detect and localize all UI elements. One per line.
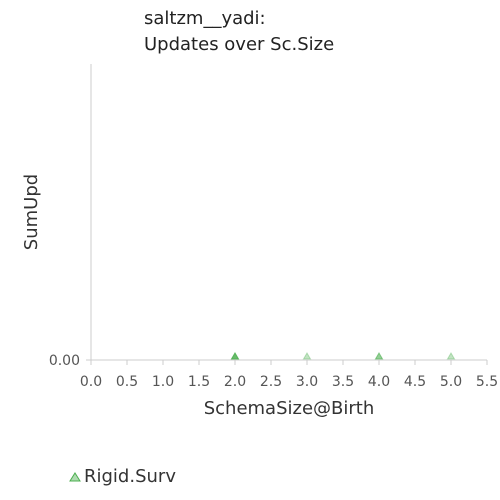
legend: Rigid.Surv	[68, 466, 176, 487]
x-tick-label: 2.0	[224, 374, 246, 390]
x-tick-label: 0.0	[80, 374, 102, 390]
data-point	[446, 352, 456, 360]
y-tick-label: 0.00	[49, 353, 80, 369]
x-tick-label: 1.0	[152, 374, 174, 390]
y-ticks: 0.00	[49, 353, 91, 369]
x-tick-label: 0.5	[116, 374, 138, 390]
chart-title-line-2: Updates over Sc.Size	[144, 34, 334, 55]
x-tick-label: 1.5	[188, 374, 210, 390]
x-tick-label: 5.0	[440, 374, 462, 390]
chart-title-line-1: saltzm__yadi:	[144, 8, 266, 29]
x-axis-label: SchemaSize@Birth	[204, 398, 375, 419]
x-tick-label: 3.5	[332, 374, 354, 390]
x-tick-label: 5.5	[476, 374, 498, 390]
data-point	[302, 352, 312, 360]
x-tick-label: 4.5	[404, 374, 426, 390]
data-point	[374, 352, 384, 360]
data-points	[230, 352, 456, 360]
x-tick-label: 4.0	[368, 374, 390, 390]
x-tick-label: 2.5	[260, 374, 282, 390]
data-point	[230, 352, 240, 360]
x-tick-label: 3.0	[296, 374, 318, 390]
y-axis-label: SumUpd	[21, 174, 42, 250]
legend-label-rigid-surv: Rigid.Surv	[84, 466, 176, 487]
triangle-icon	[69, 471, 81, 481]
x-ticks: 0.0 0.5 1.0 1.5 2.0 2.5 3.0 3.5 4.0 4.5 5.0 5.5	[80, 360, 498, 390]
